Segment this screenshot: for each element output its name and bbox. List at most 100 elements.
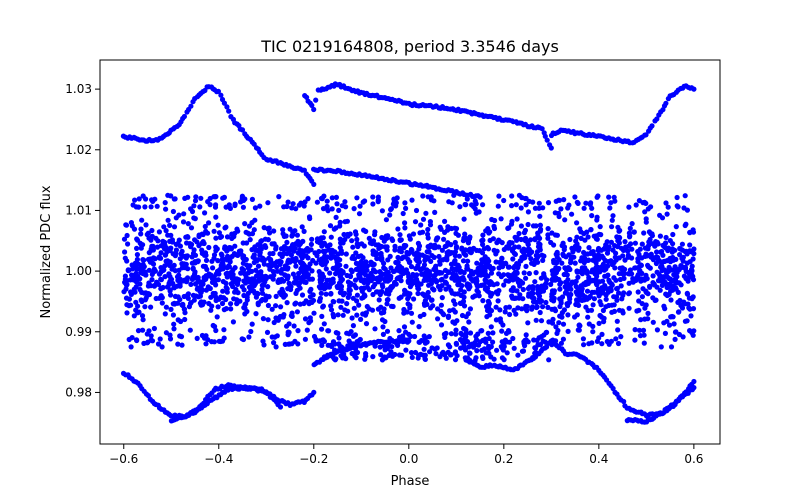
data-point (654, 327, 661, 333)
data-point (645, 246, 651, 252)
data-point (434, 345, 440, 351)
data-point (663, 291, 669, 297)
data-point (581, 205, 587, 211)
data-point (506, 225, 512, 231)
data-point (338, 353, 344, 359)
data-point (486, 335, 492, 342)
data-point (148, 333, 154, 339)
data-point (494, 347, 500, 353)
data-point (251, 252, 257, 258)
data-point (274, 333, 280, 339)
data-point (383, 355, 389, 361)
x-tick-label: 0.4 (589, 452, 608, 466)
data-point (211, 228, 217, 234)
data-point (158, 269, 164, 275)
data-point (232, 201, 238, 207)
y-tick-label: 1.00 (65, 264, 92, 278)
data-point (292, 245, 298, 251)
data-point (499, 355, 505, 361)
data-point (498, 274, 504, 280)
data-point (165, 217, 171, 223)
data-point (526, 293, 532, 299)
data-point (401, 324, 408, 330)
data-point (649, 123, 655, 129)
data-point (132, 197, 138, 203)
data-point (478, 328, 484, 334)
data-point (260, 316, 266, 322)
data-point (427, 272, 433, 278)
data-point (438, 322, 445, 328)
data-point (213, 244, 219, 250)
data-point (525, 285, 532, 292)
data-point (482, 271, 488, 277)
data-point (523, 202, 529, 208)
data-point (474, 283, 480, 289)
data-point (427, 219, 433, 225)
data-point (233, 252, 239, 258)
data-point (289, 313, 295, 319)
data-point (396, 352, 403, 358)
data-point (240, 255, 246, 261)
data-point (203, 257, 210, 263)
data-point (311, 310, 317, 316)
data-point (146, 328, 152, 334)
data-point (590, 329, 596, 335)
data-point (150, 243, 156, 249)
data-point (350, 244, 356, 250)
data-point (606, 341, 612, 347)
data-point (678, 264, 685, 270)
data-point (690, 277, 697, 283)
data-point (167, 336, 174, 342)
data-point (642, 209, 648, 215)
data-point (613, 277, 619, 283)
data-point (664, 284, 670, 291)
data-point (555, 327, 561, 334)
data-point (518, 205, 524, 211)
data-point (177, 243, 183, 249)
data-point (285, 341, 292, 347)
data-point (218, 92, 224, 98)
data-point (559, 314, 565, 320)
data-point (222, 225, 228, 231)
data-point (610, 213, 616, 219)
data-point (418, 281, 424, 287)
data-point (377, 289, 383, 295)
data-point (603, 242, 609, 248)
data-point (416, 324, 422, 330)
data-point (191, 247, 197, 253)
data-point (281, 251, 287, 257)
data-point (341, 290, 348, 296)
data-point (507, 311, 513, 318)
data-point (484, 314, 490, 320)
data-point (207, 195, 213, 202)
data-point (418, 222, 424, 228)
data-point (209, 258, 215, 264)
data-point (474, 348, 480, 354)
data-point (679, 241, 686, 247)
data-point (319, 313, 325, 319)
data-point (413, 256, 419, 262)
data-point (508, 221, 515, 227)
data-point (145, 230, 151, 236)
data-point (276, 194, 282, 200)
data-point (448, 242, 454, 248)
data-point (543, 284, 549, 290)
data-point (551, 298, 557, 304)
data-point (675, 299, 681, 305)
data-point (559, 243, 565, 249)
data-point (647, 283, 653, 289)
data-point (132, 289, 138, 295)
data-point (124, 302, 130, 308)
data-point (245, 277, 251, 283)
data-point (687, 242, 693, 248)
data-point (574, 298, 580, 304)
data-point (251, 141, 257, 147)
data-point (383, 217, 389, 223)
data-point (542, 133, 548, 139)
data-point (228, 306, 234, 312)
data-point (252, 205, 258, 211)
data-point (376, 297, 382, 303)
data-point (422, 298, 428, 304)
data-point (252, 290, 258, 296)
data-point (198, 289, 204, 296)
